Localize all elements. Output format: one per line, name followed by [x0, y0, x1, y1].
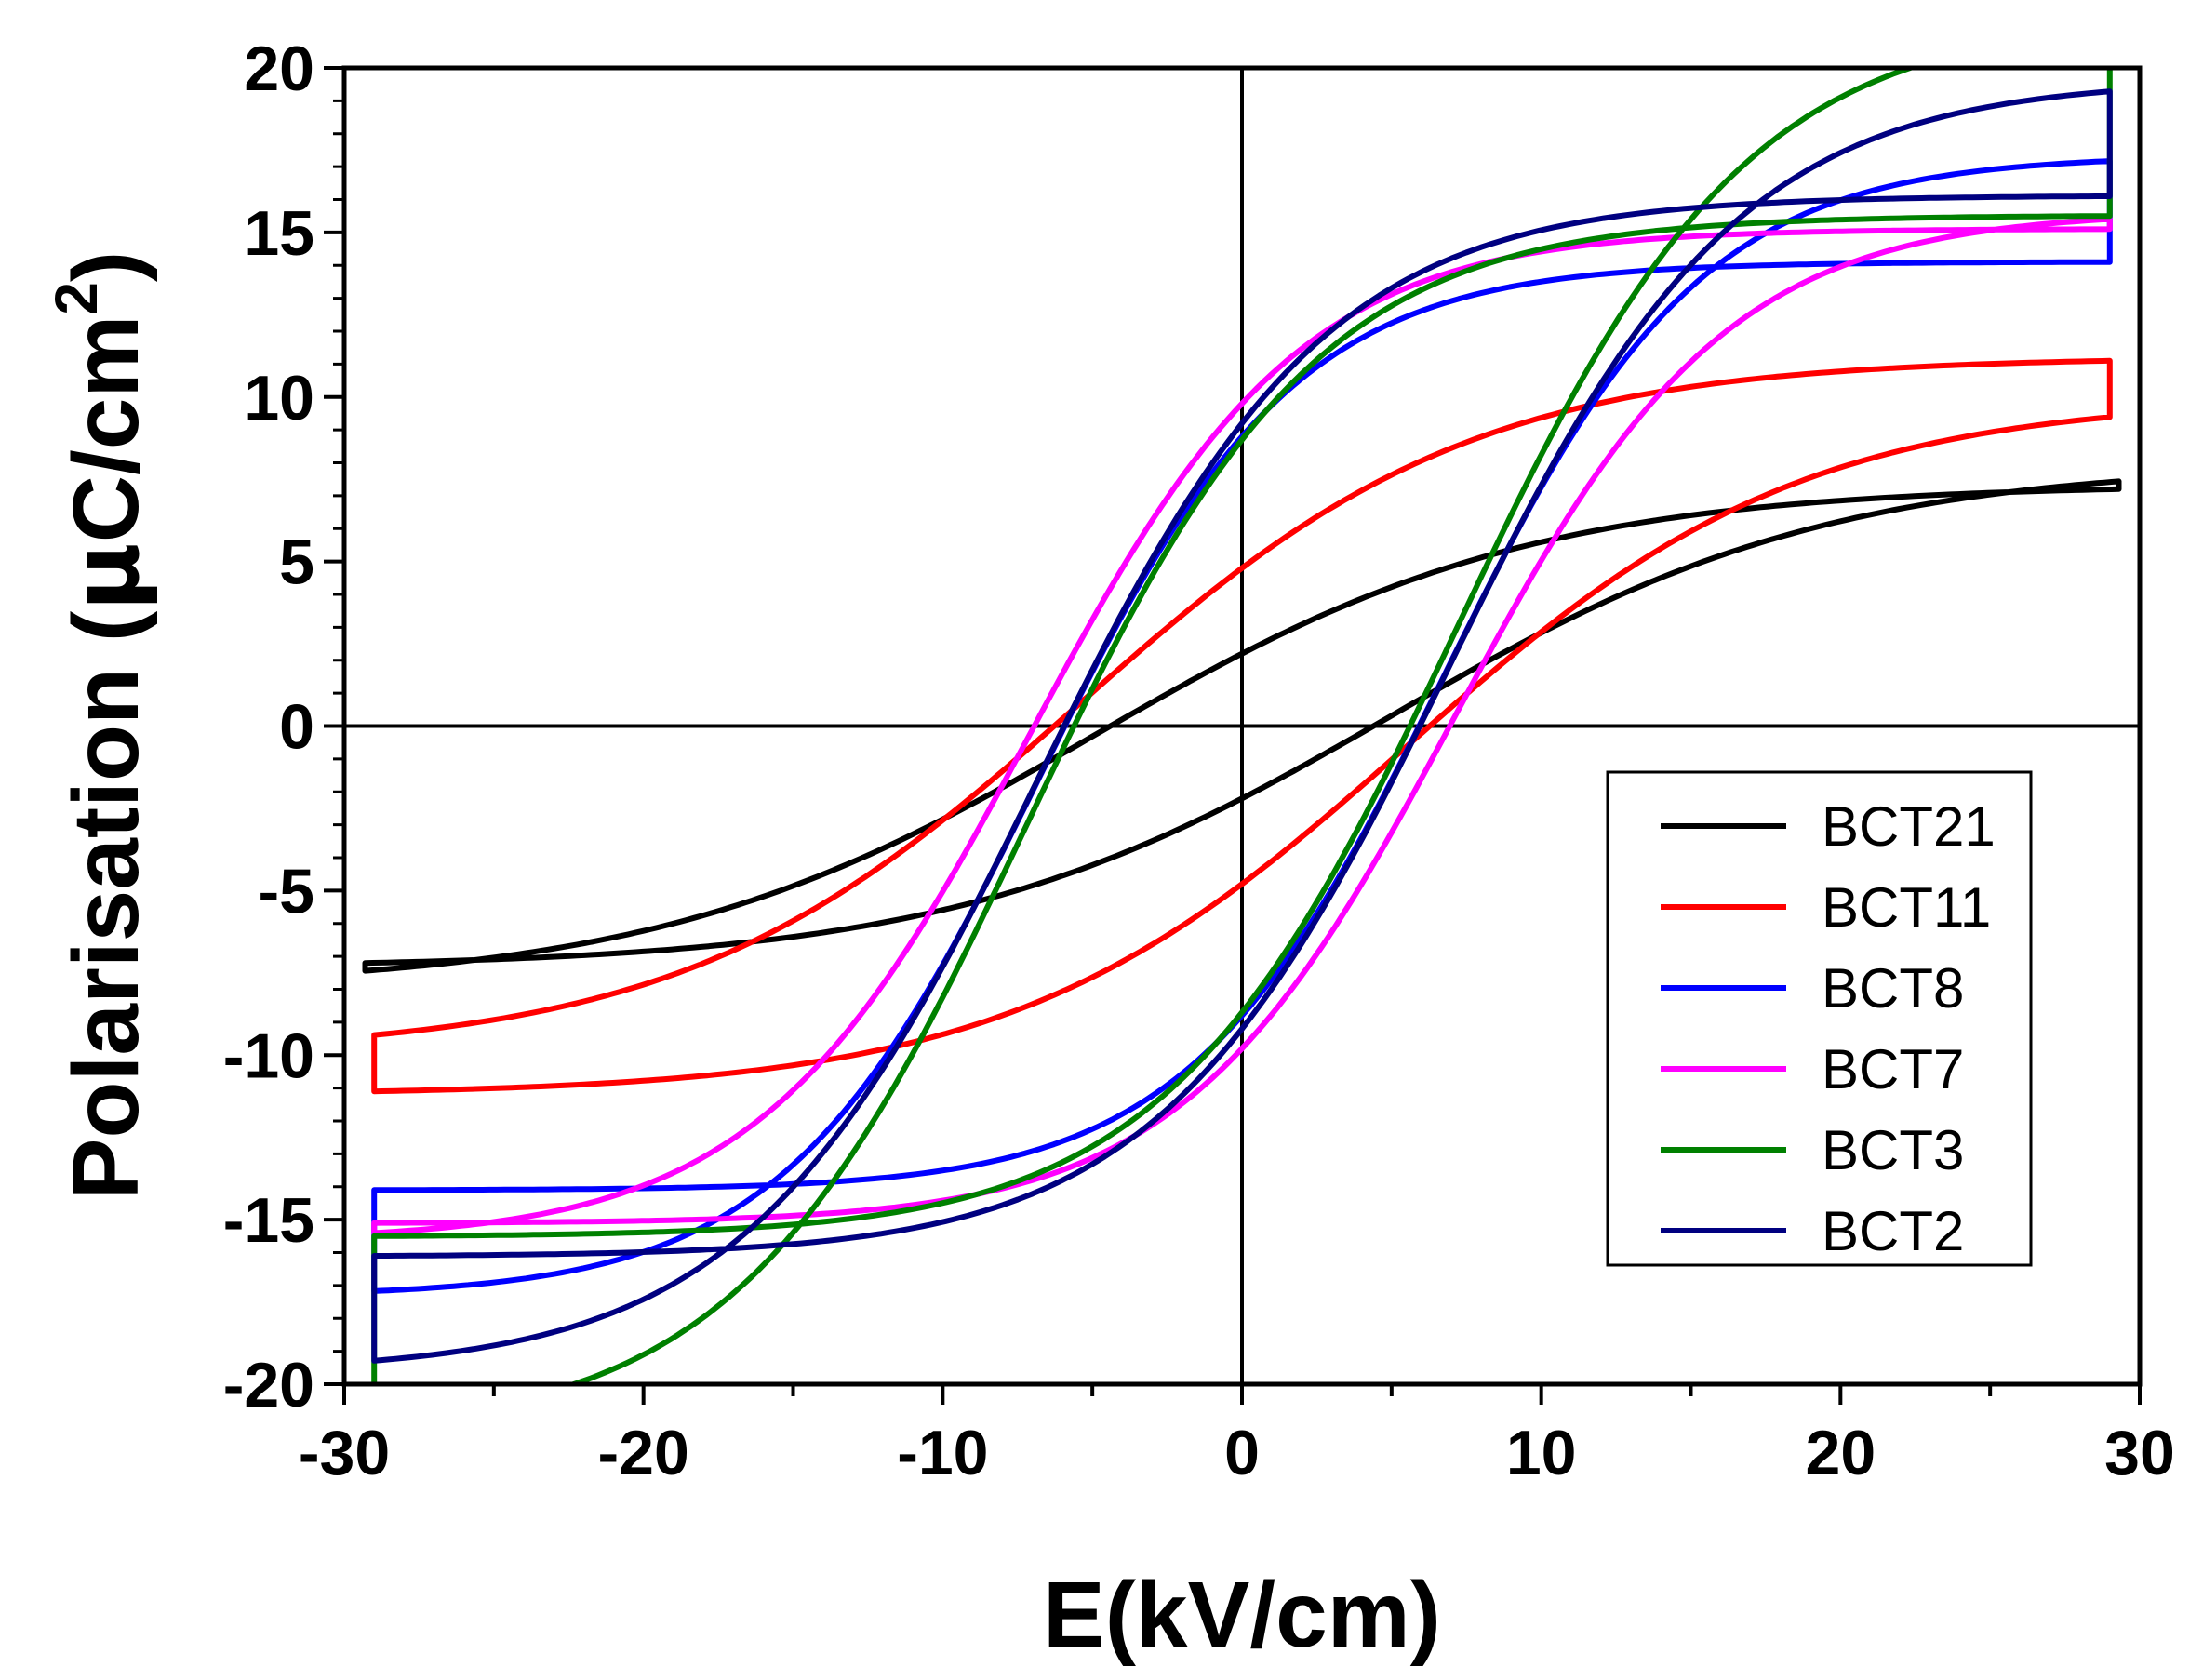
y-tick-label: -5 — [259, 856, 314, 927]
x-axis-title: E(kV/cm) — [1043, 1563, 1441, 1667]
y-tick-label: 5 — [279, 527, 314, 598]
y-tick-label: 10 — [244, 363, 314, 433]
x-tick-label: 30 — [2104, 1418, 2175, 1488]
y-tick-label: 0 — [279, 692, 314, 763]
curve-bct3 — [371, 68, 2113, 1384]
y-axis-title-mu: μ — [51, 542, 160, 611]
legend-label-bct3: BCT3 — [1822, 1119, 1964, 1181]
y-axis-title-suffix: ) — [54, 251, 158, 282]
axis-ticks — [324, 66, 2142, 1405]
y-axis-title-sup: 2 — [43, 282, 110, 315]
y-tick-label: 20 — [244, 33, 314, 104]
legend-label-bct21: BCT21 — [1822, 795, 1996, 858]
curve-bct11 — [371, 357, 2113, 1095]
legend-label-bct11: BCT11 — [1822, 876, 1991, 939]
x-tick-label: -10 — [897, 1418, 988, 1488]
x-tick-label: -30 — [299, 1418, 390, 1488]
legend-box — [1606, 770, 2033, 1267]
y-tick-label: -20 — [223, 1350, 314, 1420]
zero-lines — [344, 68, 2140, 1384]
curve-bct2 — [371, 88, 2113, 1364]
y-axis-title-prefix: Polarisation ( — [54, 610, 158, 1200]
legend-label-bct7: BCT7 — [1822, 1038, 1964, 1100]
y-tick-label: -15 — [223, 1185, 314, 1256]
x-tick-label: -20 — [598, 1418, 689, 1488]
y-axis-title: Polarisation (μC/cm2) — [43, 251, 160, 1200]
legend-label-bct2: BCT2 — [1822, 1200, 1964, 1262]
legend: BCT21 BCT11 BCT8 BCT7 BCT3 BCT2 — [1606, 770, 2033, 1267]
curves — [362, 68, 2122, 1384]
y-tick-label: -10 — [223, 1020, 314, 1091]
y-tick-label: 15 — [244, 198, 314, 269]
x-tick-label: 20 — [1806, 1418, 1876, 1488]
x-tick-label: 0 — [1224, 1418, 1260, 1488]
y-axis-title-unit: C/cm — [54, 315, 158, 543]
x-tick-label: 10 — [1506, 1418, 1577, 1488]
legend-label-bct8: BCT8 — [1822, 957, 1964, 1020]
